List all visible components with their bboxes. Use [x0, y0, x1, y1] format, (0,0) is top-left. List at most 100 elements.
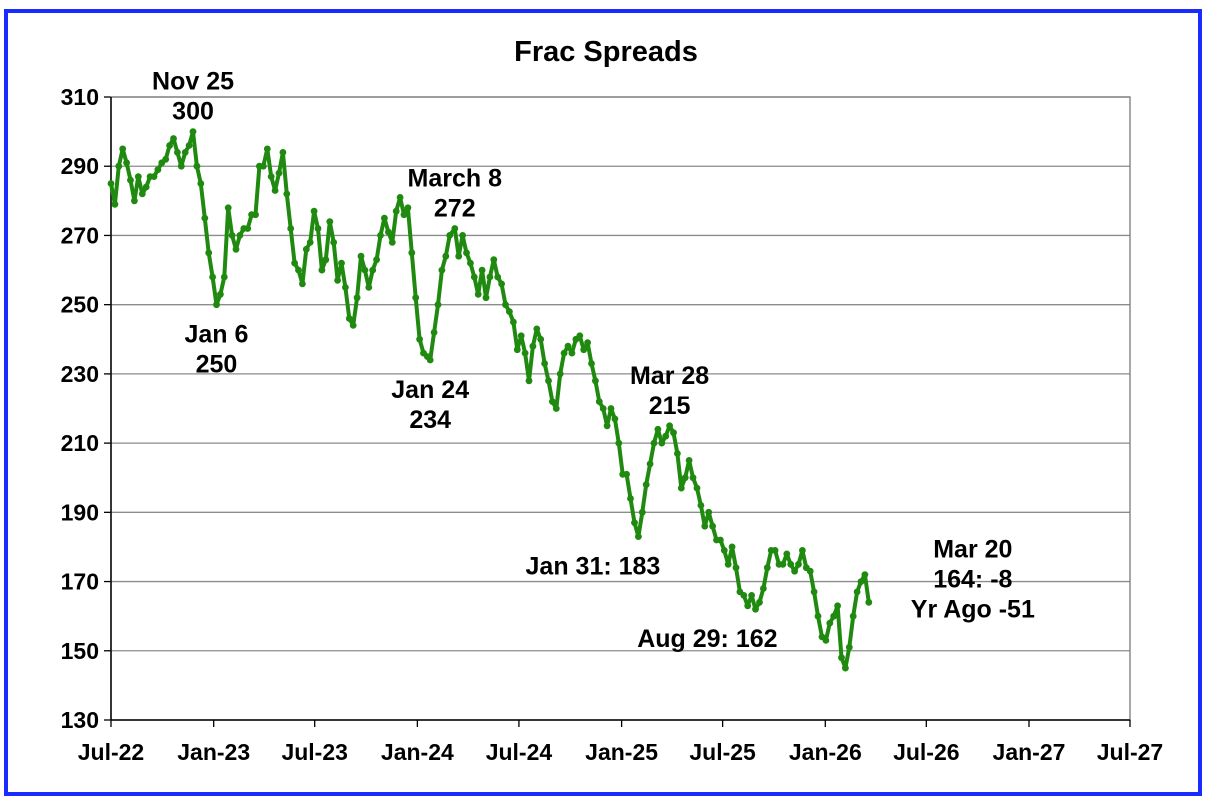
annotation-label: 234 — [409, 406, 451, 434]
x-tick-label: Jul-22 — [78, 739, 144, 765]
data-point — [451, 225, 459, 232]
data-point — [830, 612, 838, 620]
annotation-label: Nov 25 — [152, 68, 234, 96]
annotation-label: Jan 6 — [185, 321, 249, 349]
data-point — [220, 273, 228, 281]
data-point — [650, 439, 658, 447]
data-point — [275, 169, 283, 177]
x-tick-labels: Jul-22 Jan-23 Jul-23 Jan-24 Jul-24 Jan-25 Jul-… — [78, 739, 1163, 765]
data-point — [717, 536, 724, 544]
data-point — [635, 533, 642, 540]
data-point — [213, 301, 220, 309]
x-tick-label: Jan-24 — [381, 739, 454, 765]
data-point — [611, 415, 619, 423]
annotation: Aug 29: 162 — [637, 625, 777, 653]
data-point — [748, 592, 755, 599]
data-point — [365, 284, 373, 291]
data-point — [599, 405, 607, 412]
data-point — [416, 335, 423, 343]
data-point — [662, 432, 670, 440]
data-point — [404, 204, 412, 212]
data-point — [463, 249, 470, 257]
data-point — [760, 585, 767, 592]
data-point — [197, 180, 205, 187]
data-point — [666, 422, 673, 430]
data-point — [627, 495, 634, 502]
data-point — [517, 332, 525, 340]
data-point — [459, 232, 466, 239]
y-tick-label: 290 — [61, 153, 99, 179]
data-point — [549, 398, 556, 405]
data-point — [357, 252, 365, 260]
data-point — [865, 598, 873, 606]
data-point — [442, 252, 450, 260]
data-point — [595, 398, 603, 405]
data-point — [845, 643, 853, 651]
data-point — [607, 405, 615, 412]
data-point — [740, 592, 748, 599]
data-point — [799, 547, 806, 554]
data-point — [189, 128, 197, 135]
data-point — [658, 439, 666, 447]
data-point — [232, 245, 240, 253]
data-point — [720, 547, 728, 554]
data-point — [322, 256, 330, 264]
data-point — [732, 564, 740, 572]
plot-area-border — [110, 96, 1131, 721]
data-point — [205, 249, 213, 257]
data-point — [689, 474, 697, 482]
data-point — [299, 280, 306, 288]
data-point — [478, 266, 486, 274]
data-point — [131, 197, 138, 205]
x-tick-label: Jul-27 — [1097, 739, 1163, 765]
annotation-label: 250 — [196, 351, 238, 379]
data-point — [771, 547, 779, 554]
data-point — [779, 560, 787, 568]
data-point — [674, 450, 681, 457]
data-point — [752, 605, 759, 613]
chart-frame: Frac Spreads 130 150 170 190 210 230 250 270 290… — [4, 9, 1202, 796]
x-tick-label: Jan-25 — [585, 739, 658, 765]
data-point — [142, 183, 150, 191]
annotation-label: 164: -8 — [933, 565, 1012, 593]
data-point — [756, 598, 763, 606]
data-point — [525, 377, 533, 385]
y-tick-label: 170 — [61, 569, 99, 595]
data-point — [302, 245, 310, 253]
data-point — [842, 664, 849, 672]
data-point — [822, 637, 830, 644]
data-point — [467, 259, 474, 267]
y-tick-label: 270 — [61, 222, 99, 248]
annotation-label: 215 — [649, 392, 691, 420]
data-point — [134, 173, 142, 181]
data-point — [490, 256, 498, 264]
data-point — [236, 232, 244, 239]
data-point — [853, 588, 861, 596]
data-point — [615, 439, 623, 447]
data-point — [412, 294, 420, 302]
y-tick-label: 190 — [61, 499, 99, 525]
annotation-label: Aug 29: 162 — [637, 625, 777, 653]
data-point — [267, 173, 275, 181]
data-point — [795, 560, 802, 568]
data-point — [502, 301, 509, 309]
data-point — [119, 145, 127, 153]
data-point — [138, 190, 146, 198]
data-point — [529, 342, 537, 350]
data-point — [185, 142, 193, 149]
annotation-label: 272 — [434, 195, 476, 223]
data-point — [838, 654, 845, 662]
data-point — [806, 567, 814, 575]
data-point — [849, 612, 857, 620]
y-tick-label: 310 — [61, 84, 99, 110]
data-point — [623, 470, 630, 478]
data-point — [177, 162, 185, 170]
annotation-label: Mar 28 — [630, 362, 709, 390]
annotation-label: Jan 24 — [391, 376, 469, 404]
data-point — [455, 252, 463, 260]
data-point — [588, 360, 595, 367]
data-point — [434, 301, 442, 309]
data-point — [396, 194, 404, 201]
